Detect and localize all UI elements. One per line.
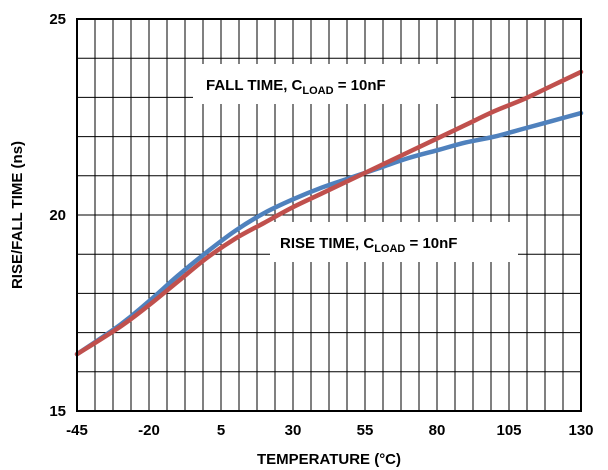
rise-time-label: RISE TIME, CLOAD = 10nF	[280, 235, 457, 255]
ticks-layer: -45 -20 5 30 55 80 105 130 15 20 25	[49, 11, 593, 439]
x-tick-label: 105	[496, 422, 521, 439]
y-tick-label: 15	[49, 403, 66, 420]
y-axis-title: RISE/FALL TIME (ns)	[9, 141, 26, 289]
x-tick-label: 130	[568, 422, 593, 439]
series-fall-time-line	[74, 69, 584, 357]
plot-frame	[76, 18, 582, 412]
rise-label-box	[270, 222, 518, 262]
series-layer	[74, 69, 584, 357]
x-tick-label: 80	[429, 422, 446, 439]
x-tick-label: -20	[138, 422, 160, 439]
x-tick-label: 30	[285, 422, 302, 439]
x-tick-label: 5	[217, 422, 225, 439]
y-tick-label: 25	[49, 11, 66, 28]
fall-label-box	[193, 64, 451, 104]
y-tick-label: 20	[49, 207, 66, 224]
x-axis-title: TEMPERATURE (°C)	[257, 451, 401, 468]
x-tick-label: 55	[357, 422, 374, 439]
series-rise-time-line	[74, 110, 584, 357]
fall-time-label: FALL TIME, CLOAD = 10nF	[206, 77, 386, 97]
frame-layer	[76, 18, 582, 412]
x-tick-label: -45	[66, 422, 88, 439]
